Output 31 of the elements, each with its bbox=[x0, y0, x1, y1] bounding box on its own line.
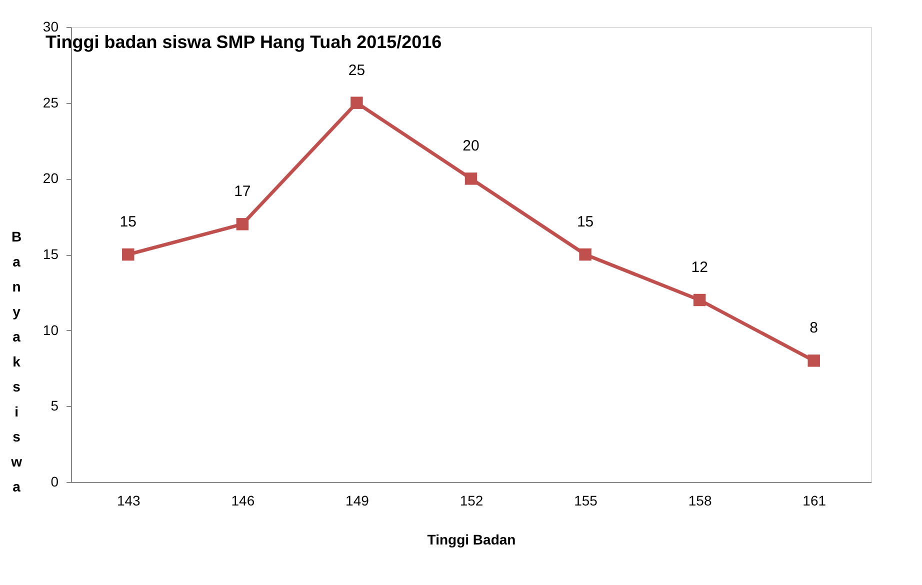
chart-title: Tinggi badan siswa SMP Hang Tuah 2015/2016 bbox=[46, 32, 442, 52]
x-tick-label: 158 bbox=[688, 492, 712, 508]
point bbox=[350, 96, 363, 109]
point bbox=[122, 248, 134, 261]
y-tick-label: 20 bbox=[42, 170, 59, 186]
point bbox=[464, 172, 478, 185]
y-tick-label: 5 bbox=[50, 398, 59, 414]
point bbox=[693, 294, 706, 306]
x-tick-label: 155 bbox=[574, 492, 598, 508]
x-axis-title: Tinggi Badan bbox=[427, 532, 516, 548]
y-tick-label: 15 bbox=[42, 246, 59, 262]
y-tick-label: 10 bbox=[42, 322, 59, 338]
x-tick-label: 161 bbox=[802, 492, 826, 508]
x-tick-label: 152 bbox=[460, 492, 484, 508]
point bbox=[808, 354, 820, 367]
data-label: 12 bbox=[691, 259, 708, 276]
data-label: 20 bbox=[462, 138, 480, 155]
data-label: 17 bbox=[234, 183, 251, 200]
text: Banyak siswa bbox=[11, 228, 22, 494]
y-tick-label: 0 bbox=[50, 474, 59, 490]
x-tick-label: 149 bbox=[346, 492, 370, 508]
data-label: 15 bbox=[120, 214, 136, 230]
y-tick-label: 25 bbox=[42, 94, 59, 110]
y-tick-label: 30 bbox=[42, 18, 59, 34]
data-label: 15 bbox=[576, 214, 594, 230]
point bbox=[236, 218, 249, 230]
point bbox=[579, 248, 592, 261]
data-label: 25 bbox=[348, 62, 366, 79]
data-label: 8 bbox=[810, 320, 818, 337]
x-tick-label: 143 bbox=[116, 492, 141, 508]
x-tick-label: 146 bbox=[231, 492, 255, 508]
